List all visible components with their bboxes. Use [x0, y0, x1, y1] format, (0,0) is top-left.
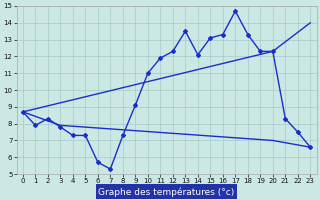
X-axis label: Graphe des températures (°c): Graphe des températures (°c): [99, 187, 235, 197]
